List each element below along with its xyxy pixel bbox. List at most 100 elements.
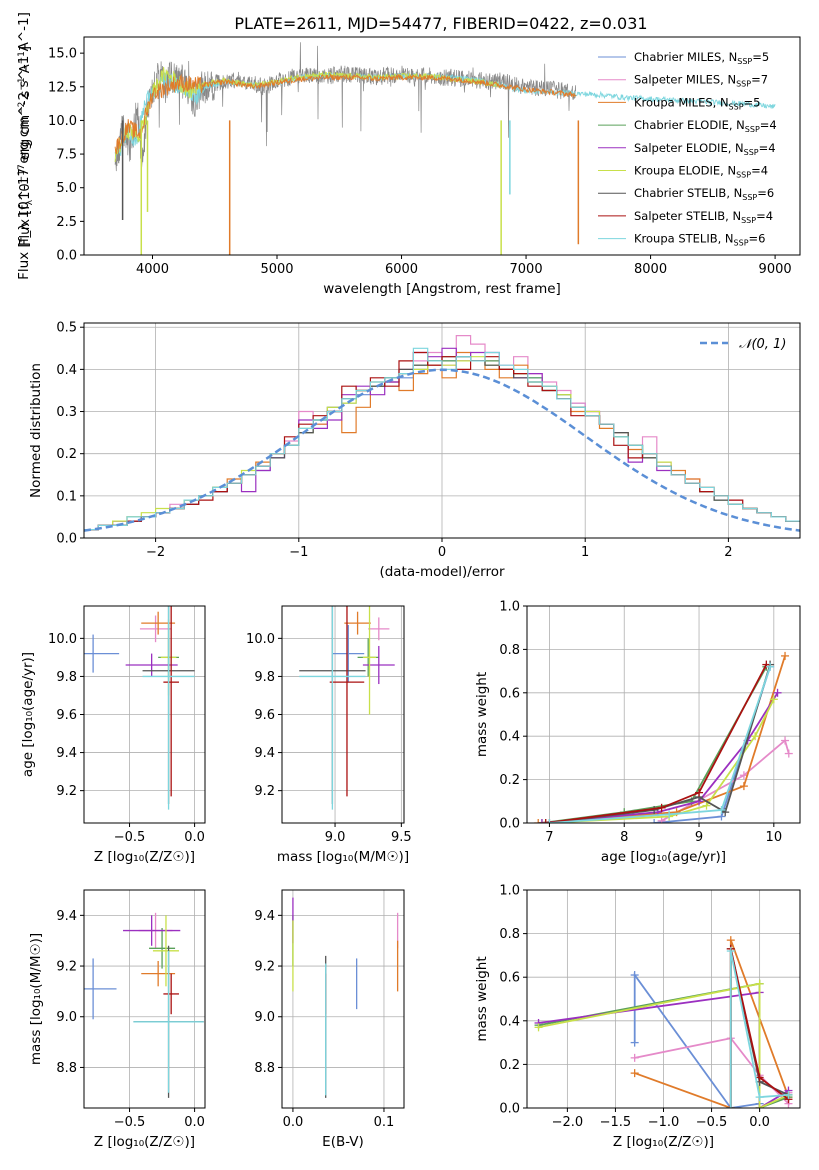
y-tick-label: 0.4 [499, 730, 520, 745]
age_vs_Z-axes: −0.5 0.0 9.2 9.4 9.6 9.8 10.0 Z [log₁₀(Z/Z☉)] ag… [20, 606, 205, 865]
errorbar-point [149, 928, 176, 969]
y-tick-label: 9.2 [56, 784, 77, 799]
errorbar-point [329, 606, 365, 797]
spectrum-ylabel: Flux [fλ10−17 erg cm−2 s−1 A−1] [17, 46, 35, 246]
y-tick-label: 12.5 [48, 80, 77, 95]
errorbar-point [123, 915, 181, 946]
x-tick-label: 0.0 [184, 1115, 205, 1130]
histogram-series [84, 347, 800, 531]
spectrum-xlabel: wavelength [Angstrom, rest frame] [323, 281, 561, 297]
y-tick-label: 9.4 [56, 746, 77, 761]
figure-title: PLATE=2611, MJD=54477, FIBERID=0422, z=0… [234, 14, 647, 33]
x-tick-label: 5000 [260, 262, 293, 277]
errorbar-point [163, 606, 179, 797]
x-tick-label: −1.5 [600, 1115, 632, 1130]
errorbar-point [368, 617, 390, 641]
legend-label: Kroupa ELODIE, NSSP=4 [634, 164, 768, 180]
y-tick-label: 0.2 [499, 773, 520, 788]
x-tick-label: −2.0 [552, 1115, 584, 1130]
errorbar-point [84, 958, 117, 1020]
residual_hist-xlabel: (data-model)/error [379, 564, 505, 580]
legend-label: Kroupa STELIB, NSSP=6 [634, 232, 765, 248]
legend-label: Kroupa MILES, NSSP=5 [634, 95, 760, 111]
spectrum-lines [114, 42, 776, 255]
x-tick-label: 0.1 [374, 1115, 395, 1130]
x-tick-label: 7 [545, 830, 553, 845]
mass_vs_EBV-errorbars [292, 897, 399, 1098]
y-tick-label: 0.2 [499, 1058, 520, 1073]
mass_vs_Z-xlabel: Z [log₁₀(Z/Z☉)] [94, 1134, 195, 1150]
y-tick-label: 0.0 [499, 817, 520, 832]
y-tick-label: 9.6 [254, 708, 275, 723]
y-tick-label: 0.4 [499, 1014, 520, 1029]
weight_vs_age-frame [526, 605, 801, 824]
mass_vs_EBV-frame [281, 889, 405, 1109]
x-tick-label: 1 [581, 545, 589, 560]
y-tick-label: 0.6 [499, 686, 520, 701]
histogram-steps [84, 335, 800, 532]
normal-curve [84, 368, 800, 532]
residual_hist-frame [83, 322, 801, 539]
y-tick-label: 9.2 [254, 960, 275, 975]
errorbar-point [163, 973, 179, 1015]
y-tick-label: 0.0 [56, 532, 77, 547]
legend-label: Salpeter STELIB, NSSP=4 [634, 209, 773, 225]
weight_vs_age-xlabel: age [log₁₀(age/yr)] [601, 849, 726, 865]
weight_vs_Z-axes: −2.0 −1.5 −1.0 −0.5 0.0 0.0 0.2 0.4 0.6 0.8 1.0 Z [… [474, 884, 800, 1150]
y-tick-label: 2.5 [56, 215, 77, 230]
x-tick-label: 6000 [385, 262, 418, 277]
weight_vs_age-ylabel: mass weight [474, 672, 490, 757]
x-tick-label: 9.5 [391, 830, 412, 845]
spectrum-axes: 4000 5000 6000 7000 8000 9000 wavelength [Angs… [16, 12, 792, 297]
errorbar-point [142, 606, 195, 810]
age_vs_Z-ylabel: age [log₁₀(age/yr)] [20, 652, 36, 777]
errorbar-point [139, 615, 172, 643]
y-tick-label: 9.4 [254, 746, 275, 761]
errorbar-point [332, 625, 365, 683]
age_vs_Z-xlabel: Z [log₁₀(Z/Z☉)] [94, 849, 195, 865]
spectrum-frame [83, 36, 801, 256]
mass_vs_Z-ylabel: mass [log₁₀(M/M☉)] [28, 933, 44, 1065]
x-tick-label: 9 [695, 830, 703, 845]
y-tick-label: 9.4 [254, 909, 275, 924]
mass_vs_Z-axes: −0.5 0.0 8.8 9.0 9.2 9.4 Z [log₁₀(Z/Z☉)] mass [… [28, 890, 205, 1150]
errorbar-point [133, 950, 204, 1093]
y-tick-label: 0.3 [56, 405, 77, 420]
x-tick-label: −0.5 [114, 1115, 146, 1130]
x-tick-label: 8 [620, 830, 628, 845]
legend-label: Chabrier MILES, NSSP=5 [634, 50, 769, 66]
age_vs_mass-frame [281, 605, 405, 824]
x-tick-label: −0.5 [114, 830, 146, 845]
y-tick-label: 10.0 [246, 632, 275, 647]
y-tick-label: 7.5 [56, 148, 77, 163]
weight-series [545, 660, 775, 823]
errorbar-point [299, 606, 366, 810]
age_vs_mass-axes: 9.0 9.5 9.2 9.4 9.6 9.8 10.0 mass [log₁₀(M/M☉)] [246, 606, 412, 865]
weight-series [545, 662, 775, 823]
y-tick-label: 0.4 [56, 363, 77, 378]
y-tick-label: 10.0 [48, 114, 77, 129]
y-tick-label: 9.2 [254, 784, 275, 799]
residual_hist-ylabel: Normed distribution [28, 363, 44, 498]
x-tick-label: 4000 [136, 262, 169, 277]
y-tick-label: 15.0 [48, 47, 77, 62]
x-tick-label: 0.0 [283, 1115, 304, 1130]
errorbar-point [141, 960, 176, 987]
errorbar-point [362, 606, 377, 715]
mass_vs_EBV-axes: 0.0 0.1 8.8 9.0 9.2 9.4 E(B-V) [254, 890, 404, 1150]
mass_vs_Z-frame [83, 889, 206, 1109]
mass_vs_Z-errorbars [84, 912, 204, 1098]
spectrum-series [114, 42, 577, 172]
y-tick-label: 0.5 [56, 321, 77, 336]
legend-label: Chabrier ELODIE, NSSP=4 [634, 118, 777, 134]
y-tick-label: 0.8 [499, 643, 520, 658]
y-tick-label: 9.6 [56, 708, 77, 723]
weight_vs_age-axes: 7 8 9 10 0.0 0.2 0.4 0.6 0.8 1.0 age [log₁₀(age/yr… [474, 600, 800, 865]
x-tick-label: 0.0 [184, 830, 205, 845]
x-tick-label: 10 [766, 830, 783, 845]
y-tick-label: 0.0 [499, 1102, 520, 1117]
y-tick-label: 0.6 [499, 971, 520, 986]
errorbar-point [344, 611, 371, 635]
y-tick-label: 0.1 [56, 489, 77, 504]
